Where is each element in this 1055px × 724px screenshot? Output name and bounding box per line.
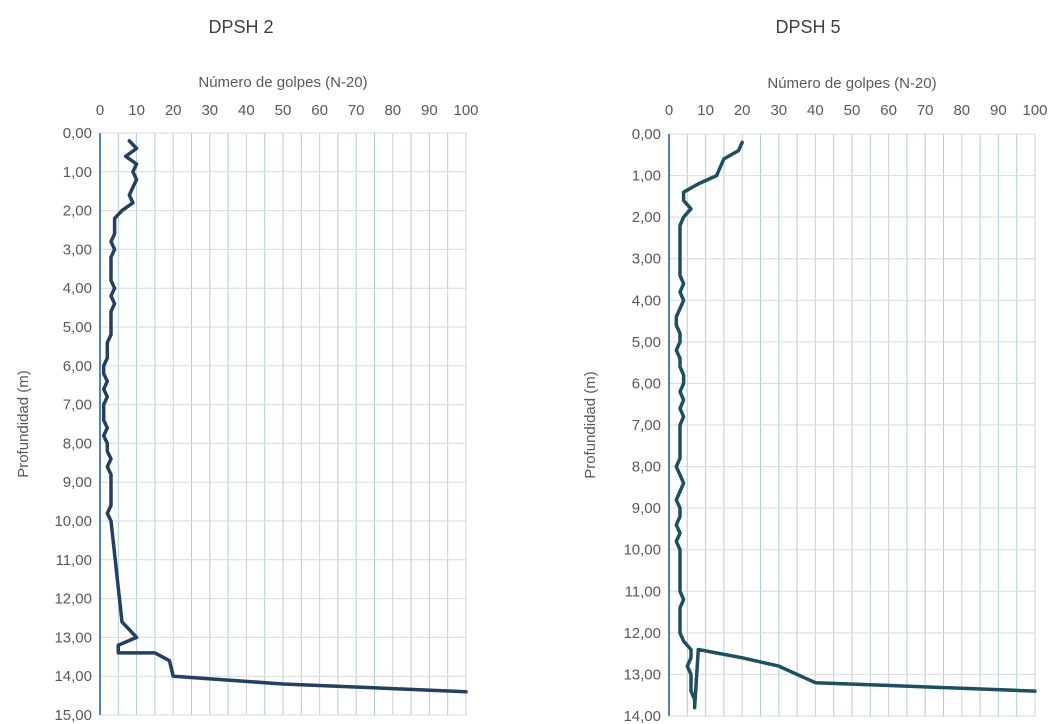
y-tick-label: 6,00 xyxy=(632,375,661,392)
y-axis-title: Profundidad (m) xyxy=(15,370,32,478)
x-tick-label: 60 xyxy=(311,102,328,119)
x-tick-label: 100 xyxy=(1022,102,1047,119)
y-tick-label: 2,00 xyxy=(63,203,92,220)
y-tick-label: 14,00 xyxy=(54,668,92,685)
x-tick-label: 40 xyxy=(238,102,255,119)
x-tick-labels: 0 10 20 30 40 50 60 70 80 90 100 xyxy=(96,102,479,119)
y-tick-label: 9,00 xyxy=(632,500,661,517)
y-tick-label: 14,00 xyxy=(623,708,661,724)
y-tick-label: 6,00 xyxy=(63,358,92,375)
y-tick-label: 3,00 xyxy=(63,241,92,258)
y-tick-label: 4,00 xyxy=(632,292,661,309)
y-tick-label: 1,00 xyxy=(63,164,92,181)
y-tick-label: 12,00 xyxy=(623,625,661,642)
y-tick-label: 0,00 xyxy=(632,126,661,143)
x-tick-label: 90 xyxy=(990,102,1007,119)
y-tick-label: 13,00 xyxy=(54,629,92,646)
y-tick-label: 5,00 xyxy=(632,334,661,351)
y-tick-label: 7,00 xyxy=(63,397,92,414)
x-tick-label: 0 xyxy=(665,102,673,119)
y-axis-title: Profundidad (m) xyxy=(582,371,599,479)
x-tick-label: 20 xyxy=(734,102,751,119)
x-tick-label: 80 xyxy=(384,102,401,119)
series-line xyxy=(101,139,468,694)
y-tick-label: 7,00 xyxy=(632,417,661,434)
series-points xyxy=(102,139,467,693)
x-tick-label: 100 xyxy=(453,102,478,119)
y-tick-label: 5,00 xyxy=(63,319,92,336)
y-tick-label: 10,00 xyxy=(54,513,92,530)
y-tick-label: 15,00 xyxy=(54,707,92,724)
y-tick-label: 13,00 xyxy=(623,666,661,683)
chart-title: DPSH 5 xyxy=(775,17,840,37)
x-tick-label: 90 xyxy=(421,102,438,119)
y-tick-label: 9,00 xyxy=(63,474,92,491)
y-tick-labels: 0,00 1,00 2,00 3,00 4,00 5,00 6,00 7,00 8,00 9,00… xyxy=(623,126,661,724)
x-tick-label: 10 xyxy=(128,102,145,119)
y-tick-labels: 0,00 1,00 2,00 3,00 4,00 5,00 6,00 7,00 8,00 9,00… xyxy=(54,125,92,724)
x-axis-title: Número de golpes (N-20) xyxy=(767,75,936,92)
y-tick-label: 2,00 xyxy=(632,209,661,226)
x-tick-label: 80 xyxy=(953,102,970,119)
x-tick-label: 30 xyxy=(770,102,787,119)
y-tick-label: 8,00 xyxy=(632,459,661,476)
x-tick-label: 20 xyxy=(165,102,182,119)
y-tick-label: 12,00 xyxy=(54,591,92,608)
x-tick-label: 0 xyxy=(96,102,104,119)
x-axis-title: Número de golpes (N-20) xyxy=(198,74,367,91)
x-tick-label: 40 xyxy=(807,102,824,119)
x-tick-label: 30 xyxy=(201,102,218,119)
chart-title: DPSH 2 xyxy=(208,17,273,37)
y-tick-label: 3,00 xyxy=(632,251,661,268)
chart-dpsh-2: DPSH 2 0 10 20 30 40 50 60 70 80 90 100 0,00 1,00 2,00… xyxy=(15,17,479,724)
x-tick-label: 70 xyxy=(917,102,934,119)
grid xyxy=(669,133,1036,717)
x-tick-label: 50 xyxy=(275,102,292,119)
y-tick-label: 8,00 xyxy=(63,435,92,452)
y-tick-label: 10,00 xyxy=(623,542,661,559)
y-tick-label: 1,00 xyxy=(632,168,661,185)
y-tick-label: 0,00 xyxy=(63,125,92,142)
x-tick-label: 70 xyxy=(348,102,365,119)
series-line xyxy=(674,140,1037,710)
x-tick-label: 60 xyxy=(880,102,897,119)
x-tick-label: 10 xyxy=(697,102,714,119)
x-tick-label: 50 xyxy=(844,102,861,119)
x-tick-labels: 0 10 20 30 40 50 60 70 80 90 100 xyxy=(665,102,1048,119)
y-tick-label: 4,00 xyxy=(63,280,92,297)
y-tick-label: 11,00 xyxy=(625,583,661,600)
y-tick-label: 11,00 xyxy=(56,552,92,569)
grid xyxy=(100,132,467,716)
chart-dpsh-5: DPSH 5 0 10 20 30 40 50 60 70 80 90 100 0,00 1,00 2,00… xyxy=(582,17,1048,724)
